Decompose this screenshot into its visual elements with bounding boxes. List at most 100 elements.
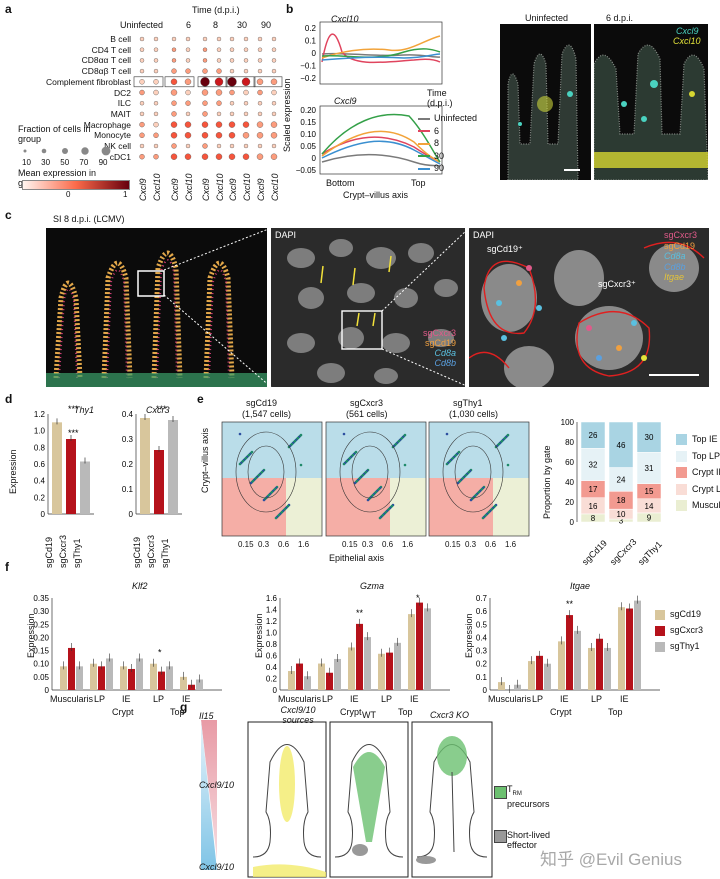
- e-xtick: 0.15: [342, 540, 358, 549]
- dotplot-dot: [185, 100, 191, 106]
- d-ytick: 0.1: [122, 485, 134, 494]
- f-bar: [596, 638, 603, 690]
- dotplot-dot: [216, 100, 222, 106]
- cxcl10-ytick: −0.2: [300, 74, 316, 83]
- e-stack-label: 8: [591, 514, 596, 523]
- f-ylabel: Expression: [464, 613, 474, 658]
- e-stack-label: 10: [617, 510, 626, 519]
- e-stack-segment: [608, 421, 634, 468]
- f-significance: **: [356, 608, 364, 618]
- e-panel-subtitle: (1,547 cells): [242, 409, 292, 419]
- e-frame: [325, 421, 427, 537]
- dotplot-dot: [153, 68, 159, 74]
- dotplot-dot: [202, 58, 208, 63]
- e-cell-point: [506, 463, 510, 467]
- dotplot-dot: [256, 132, 264, 139]
- f-bar: [98, 666, 105, 690]
- e-xtick: 1.6: [402, 540, 414, 549]
- f-group-crypt: Crypt: [340, 707, 362, 717]
- f-xlabel: IE: [410, 694, 419, 704]
- dotplot-dot: [229, 143, 235, 149]
- d-ytick: 0.3: [122, 435, 134, 444]
- dotplot-dot: [170, 89, 178, 96]
- e-stack-label: 9: [647, 513, 652, 522]
- cxcl10-line: [321, 33, 441, 64]
- dotplot-dot: [153, 143, 159, 149]
- size-legend-dots: [23, 146, 111, 156]
- row-label: ILC: [117, 98, 131, 109]
- f-ylabel: Expression: [254, 613, 264, 658]
- cxcl9-line: [321, 113, 441, 163]
- dotplot-dot: [201, 153, 209, 160]
- d-bar: [80, 461, 90, 514]
- f-ytick: 1.4: [266, 606, 278, 615]
- dotplot-dot: [171, 36, 177, 42]
- f-chart: 0.7 0.6 0.5 0.4 0.3 0.2 0.1 0 **: [476, 594, 660, 695]
- e-stack-label: 16: [589, 502, 598, 511]
- e-cell-point: [274, 516, 278, 520]
- gate-top: [326, 422, 426, 478]
- dotplot-dot: [216, 68, 222, 74]
- f-xlabel: Muscularis: [50, 694, 94, 704]
- dotplot-dot: [271, 58, 277, 63]
- panel-label-e: e: [197, 392, 204, 406]
- f-bar: [416, 602, 423, 690]
- f-ylabel: Expression: [26, 613, 36, 658]
- d-bar: [52, 422, 62, 514]
- gate-muscularis: [390, 478, 426, 536]
- dotplot-dot: [216, 58, 222, 63]
- e-stack-label: 24: [617, 475, 626, 484]
- e-contour: [351, 445, 389, 499]
- f-title: Itgae: [570, 581, 591, 591]
- f-ytick: 0.7: [476, 594, 488, 603]
- f-bar: [196, 679, 203, 690]
- e-xtick: 0.3: [362, 540, 374, 549]
- cxcl9-line: [321, 153, 441, 167]
- d-title-thy1: Thy1: [74, 405, 95, 415]
- row-label: DC2: [113, 87, 131, 98]
- d-xlabel: sgCxcr3: [146, 534, 156, 568]
- img-legend-cxcl10: Cxcl10: [673, 36, 701, 46]
- b-legend-item: 8: [418, 137, 477, 150]
- f-ytick: 0.5: [476, 620, 488, 629]
- e-cell-point: [249, 481, 253, 485]
- f-chart: 0.35 0.30 0.25 0.20 0.15 0.10 0.05 0 *: [33, 594, 222, 695]
- f-title: Klf2: [132, 581, 148, 591]
- highlight-box: [133, 76, 164, 88]
- f-ytick: 0: [273, 686, 278, 695]
- f-ytick: 0.6: [266, 652, 278, 661]
- dotplot-dot: [241, 77, 251, 86]
- e-cell-point: [469, 498, 473, 502]
- row-label: CD8αα T cell: [81, 55, 131, 66]
- si-overview-image: [46, 228, 267, 387]
- dotplot-dot: [257, 100, 263, 106]
- g-col1-title: Cxcl9/10 sources: [280, 705, 316, 725]
- dotplot-dot: [184, 153, 192, 160]
- dotplot-dot: [185, 36, 191, 42]
- f-bar: [574, 630, 581, 690]
- g-il15-label: Il15: [199, 711, 214, 721]
- cxcl10-ytick: −0.1: [300, 62, 316, 71]
- e-cell-point: [238, 462, 242, 466]
- cxcl9-ytick: −0.05: [296, 166, 317, 175]
- f-bar: [90, 663, 97, 690]
- b-x-top: Top: [411, 178, 426, 188]
- dotplot-dot: [243, 143, 249, 149]
- e-cell-point: [238, 432, 242, 436]
- row-label: B cell: [110, 34, 131, 44]
- d-ytick: 1.2: [34, 410, 46, 419]
- dotplot-dot: [243, 47, 249, 52]
- e-xtick: 0.6: [278, 540, 290, 549]
- dotplot-dot: [271, 100, 277, 106]
- dotplot-dot: [229, 58, 235, 63]
- f-xlabel: IE: [182, 694, 191, 704]
- dotplot-dot: [216, 47, 222, 52]
- e-cell-point: [299, 463, 303, 467]
- d-ytick: 0.4: [34, 477, 46, 486]
- cxcl10-line: [321, 35, 441, 59]
- f-bar: [394, 642, 401, 690]
- f-significance: **: [566, 599, 574, 609]
- panel-label-c: c: [5, 208, 12, 222]
- e-xtick: 0.15: [445, 540, 461, 549]
- e-stack-segment: [580, 448, 606, 481]
